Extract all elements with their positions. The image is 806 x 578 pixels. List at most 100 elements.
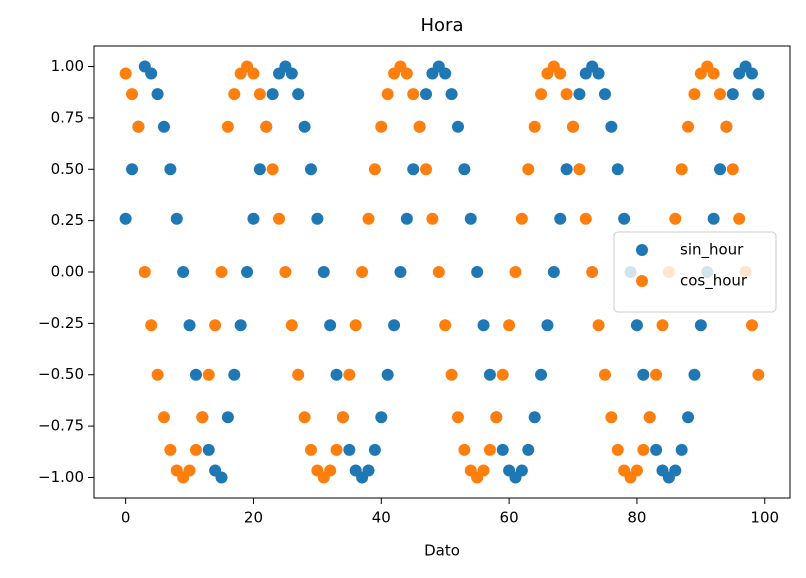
y-tick-label: 0.00 (51, 263, 84, 281)
point (292, 88, 305, 101)
point (157, 411, 170, 424)
point (362, 464, 375, 477)
point (528, 120, 541, 133)
point (714, 163, 727, 176)
point (221, 120, 234, 133)
point (215, 266, 228, 278)
point (745, 319, 758, 332)
point (714, 88, 727, 101)
point (375, 411, 388, 424)
point (483, 368, 496, 381)
legend-label: sin_hour (680, 241, 744, 260)
point (560, 88, 573, 101)
point (477, 464, 490, 477)
point (720, 120, 733, 133)
point (145, 319, 158, 332)
point (503, 319, 516, 332)
point (675, 443, 688, 456)
point (221, 411, 234, 424)
point (458, 163, 471, 176)
point (573, 163, 586, 176)
point (483, 443, 496, 456)
y-tick-label: 1.00 (51, 57, 84, 75)
point (311, 212, 324, 225)
x-tick-label: 40 (372, 509, 391, 527)
point (138, 266, 151, 278)
point (522, 443, 535, 456)
point (579, 212, 592, 225)
point (407, 88, 420, 101)
y-tick-label: −0.25 (38, 314, 84, 332)
point (451, 411, 464, 424)
point (522, 163, 535, 176)
point (694, 319, 707, 332)
point (726, 88, 739, 101)
point (637, 443, 650, 456)
point (528, 411, 541, 424)
point (304, 443, 317, 456)
point (343, 368, 356, 381)
point (490, 411, 503, 424)
legend-label: cos_hour (680, 272, 748, 291)
point (298, 120, 311, 133)
y-tick-label: −0.50 (38, 365, 84, 383)
point (298, 411, 311, 424)
y-tick-label: 0.75 (51, 108, 84, 126)
point (400, 212, 413, 225)
point (209, 319, 222, 332)
point (752, 88, 765, 101)
point (541, 319, 554, 332)
point (343, 443, 356, 456)
point (630, 464, 643, 477)
point (151, 368, 164, 381)
point (196, 411, 209, 424)
point (605, 411, 618, 424)
point (413, 120, 426, 133)
point (177, 266, 190, 278)
point (126, 88, 139, 101)
point (675, 163, 688, 176)
point (643, 411, 656, 424)
point (605, 120, 618, 133)
y-tick-label: −1.00 (38, 468, 84, 486)
point (228, 368, 241, 381)
point (688, 368, 701, 381)
point (234, 319, 247, 332)
point (420, 163, 433, 176)
point (400, 67, 413, 80)
point (426, 212, 439, 225)
point (202, 443, 215, 456)
point (669, 212, 682, 225)
point (247, 212, 260, 225)
legend-marker (636, 275, 648, 287)
point (324, 319, 337, 332)
point (368, 443, 381, 456)
point (554, 67, 567, 80)
point (285, 319, 298, 332)
point (752, 368, 765, 381)
point (669, 464, 682, 477)
point (496, 368, 509, 381)
point (330, 368, 343, 381)
x-tick-label: 100 (750, 509, 779, 527)
point (375, 120, 388, 133)
point (745, 67, 758, 80)
point (464, 212, 477, 225)
point (170, 212, 183, 225)
point (682, 120, 695, 133)
y-tick-label: −0.75 (38, 417, 84, 435)
point (726, 163, 739, 176)
point (202, 368, 215, 381)
chart-title: Hora (421, 15, 464, 36)
plot-frame (93, 45, 791, 499)
point (215, 471, 228, 484)
point (439, 67, 452, 80)
x-tick-label: 0 (121, 509, 131, 527)
point (356, 266, 369, 278)
point (241, 266, 254, 278)
point (279, 266, 292, 278)
point (592, 319, 605, 332)
point (260, 120, 273, 133)
point (368, 163, 381, 176)
